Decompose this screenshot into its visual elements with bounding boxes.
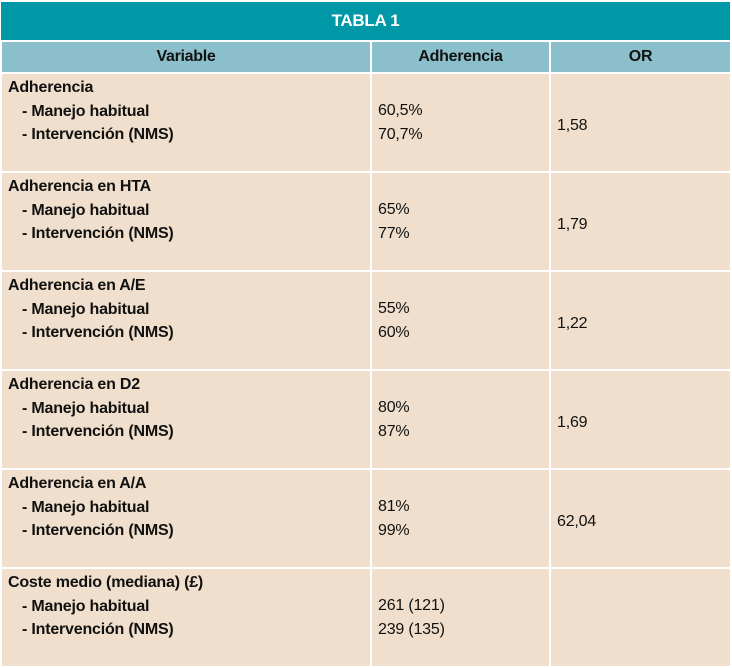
variable-label: Adherencia en D2 <box>8 376 140 393</box>
variable-label: Adherencia en A/E <box>8 277 146 294</box>
adherencia-intervencion: 70,7% <box>378 125 423 143</box>
variable-label: Adherencia <box>8 79 94 96</box>
adherencia-cell: 80% 87% <box>372 371 549 468</box>
variable-label: Adherencia en A/A <box>8 475 147 492</box>
variable-sub-habitual: - Manejo habitual <box>22 597 150 615</box>
variable-sub-intervencion: - Intervención (NMS) <box>22 324 174 341</box>
adherencia-habitual: 65% <box>378 201 410 218</box>
or-cell: 1,69 <box>551 371 730 468</box>
variable-cell: Coste medio (mediana) (£) - Manejo habit… <box>2 569 370 666</box>
table-row: Adherencia en HTA - Manejo habitual - In… <box>2 173 730 270</box>
or-cell <box>551 569 730 666</box>
variable-sub-habitual: - Manejo habitual <box>22 102 150 120</box>
adherencia-cell: 261 (121) 239 (135) <box>372 569 549 666</box>
table-row: Adherencia en A/E - Manejo habitual - In… <box>2 272 730 369</box>
data-table: Variable Adherencia OR Adherencia - Mane… <box>0 40 732 668</box>
table-row: Adherencia - Manejo habitual - Intervenc… <box>2 74 730 171</box>
variable-cell: Adherencia en A/E - Manejo habitual - In… <box>2 272 370 369</box>
header-adherencia: Adherencia <box>372 42 549 72</box>
table-title: TABLA 1 <box>1 2 730 40</box>
variable-sub-habitual: - Manejo habitual <box>22 498 150 516</box>
variable-sub-habitual: - Manejo habitual <box>22 399 150 417</box>
adherencia-habitual: 261 (121) <box>378 597 445 614</box>
header-variable: Variable <box>2 42 370 72</box>
or-cell: 1,22 <box>551 272 730 369</box>
variable-sub-intervencion: - Intervención (NMS) <box>22 423 174 440</box>
adherencia-habitual: 80% <box>378 399 410 416</box>
adherencia-cell: 60,5% 70,7% <box>372 74 549 171</box>
adherencia-intervencion: 239 (135) <box>378 620 445 638</box>
variable-cell: Adherencia en HTA - Manejo habitual - In… <box>2 173 370 270</box>
table-row: Adherencia en D2 - Manejo habitual - Int… <box>2 371 730 468</box>
adherencia-intervencion: 87% <box>378 422 410 440</box>
variable-sub-intervencion: - Intervención (NMS) <box>22 522 174 539</box>
adherencia-cell: 65% 77% <box>372 173 549 270</box>
variable-sub-intervencion: - Intervención (NMS) <box>22 621 174 638</box>
adherencia-habitual: 60,5% <box>378 102 423 119</box>
variable-sub-habitual: - Manejo habitual <box>22 201 150 219</box>
variable-label: Adherencia en HTA <box>8 178 151 195</box>
table-row: Coste medio (mediana) (£) - Manejo habit… <box>2 569 730 666</box>
adherencia-cell: 55% 60% <box>372 272 549 369</box>
adherencia-intervencion: 60% <box>378 323 410 341</box>
variable-cell: Adherencia en D2 - Manejo habitual - Int… <box>2 371 370 468</box>
adherencia-intervencion: 99% <box>378 521 410 539</box>
or-cell: 1,79 <box>551 173 730 270</box>
variable-label: Coste medio (mediana) (£) <box>8 574 204 591</box>
or-cell: 1,58 <box>551 74 730 171</box>
adherencia-intervencion: 77% <box>378 224 410 242</box>
variable-sub-intervencion: - Intervención (NMS) <box>22 126 174 143</box>
header-or: OR <box>551 42 730 72</box>
variable-sub-intervencion: - Intervención (NMS) <box>22 225 174 242</box>
header-row: Variable Adherencia OR <box>2 42 730 72</box>
variable-cell: Adherencia - Manejo habitual - Intervenc… <box>2 74 370 171</box>
adherencia-habitual: 81% <box>378 498 410 515</box>
adherencia-habitual: 55% <box>378 300 410 317</box>
variable-sub-habitual: - Manejo habitual <box>22 300 150 318</box>
